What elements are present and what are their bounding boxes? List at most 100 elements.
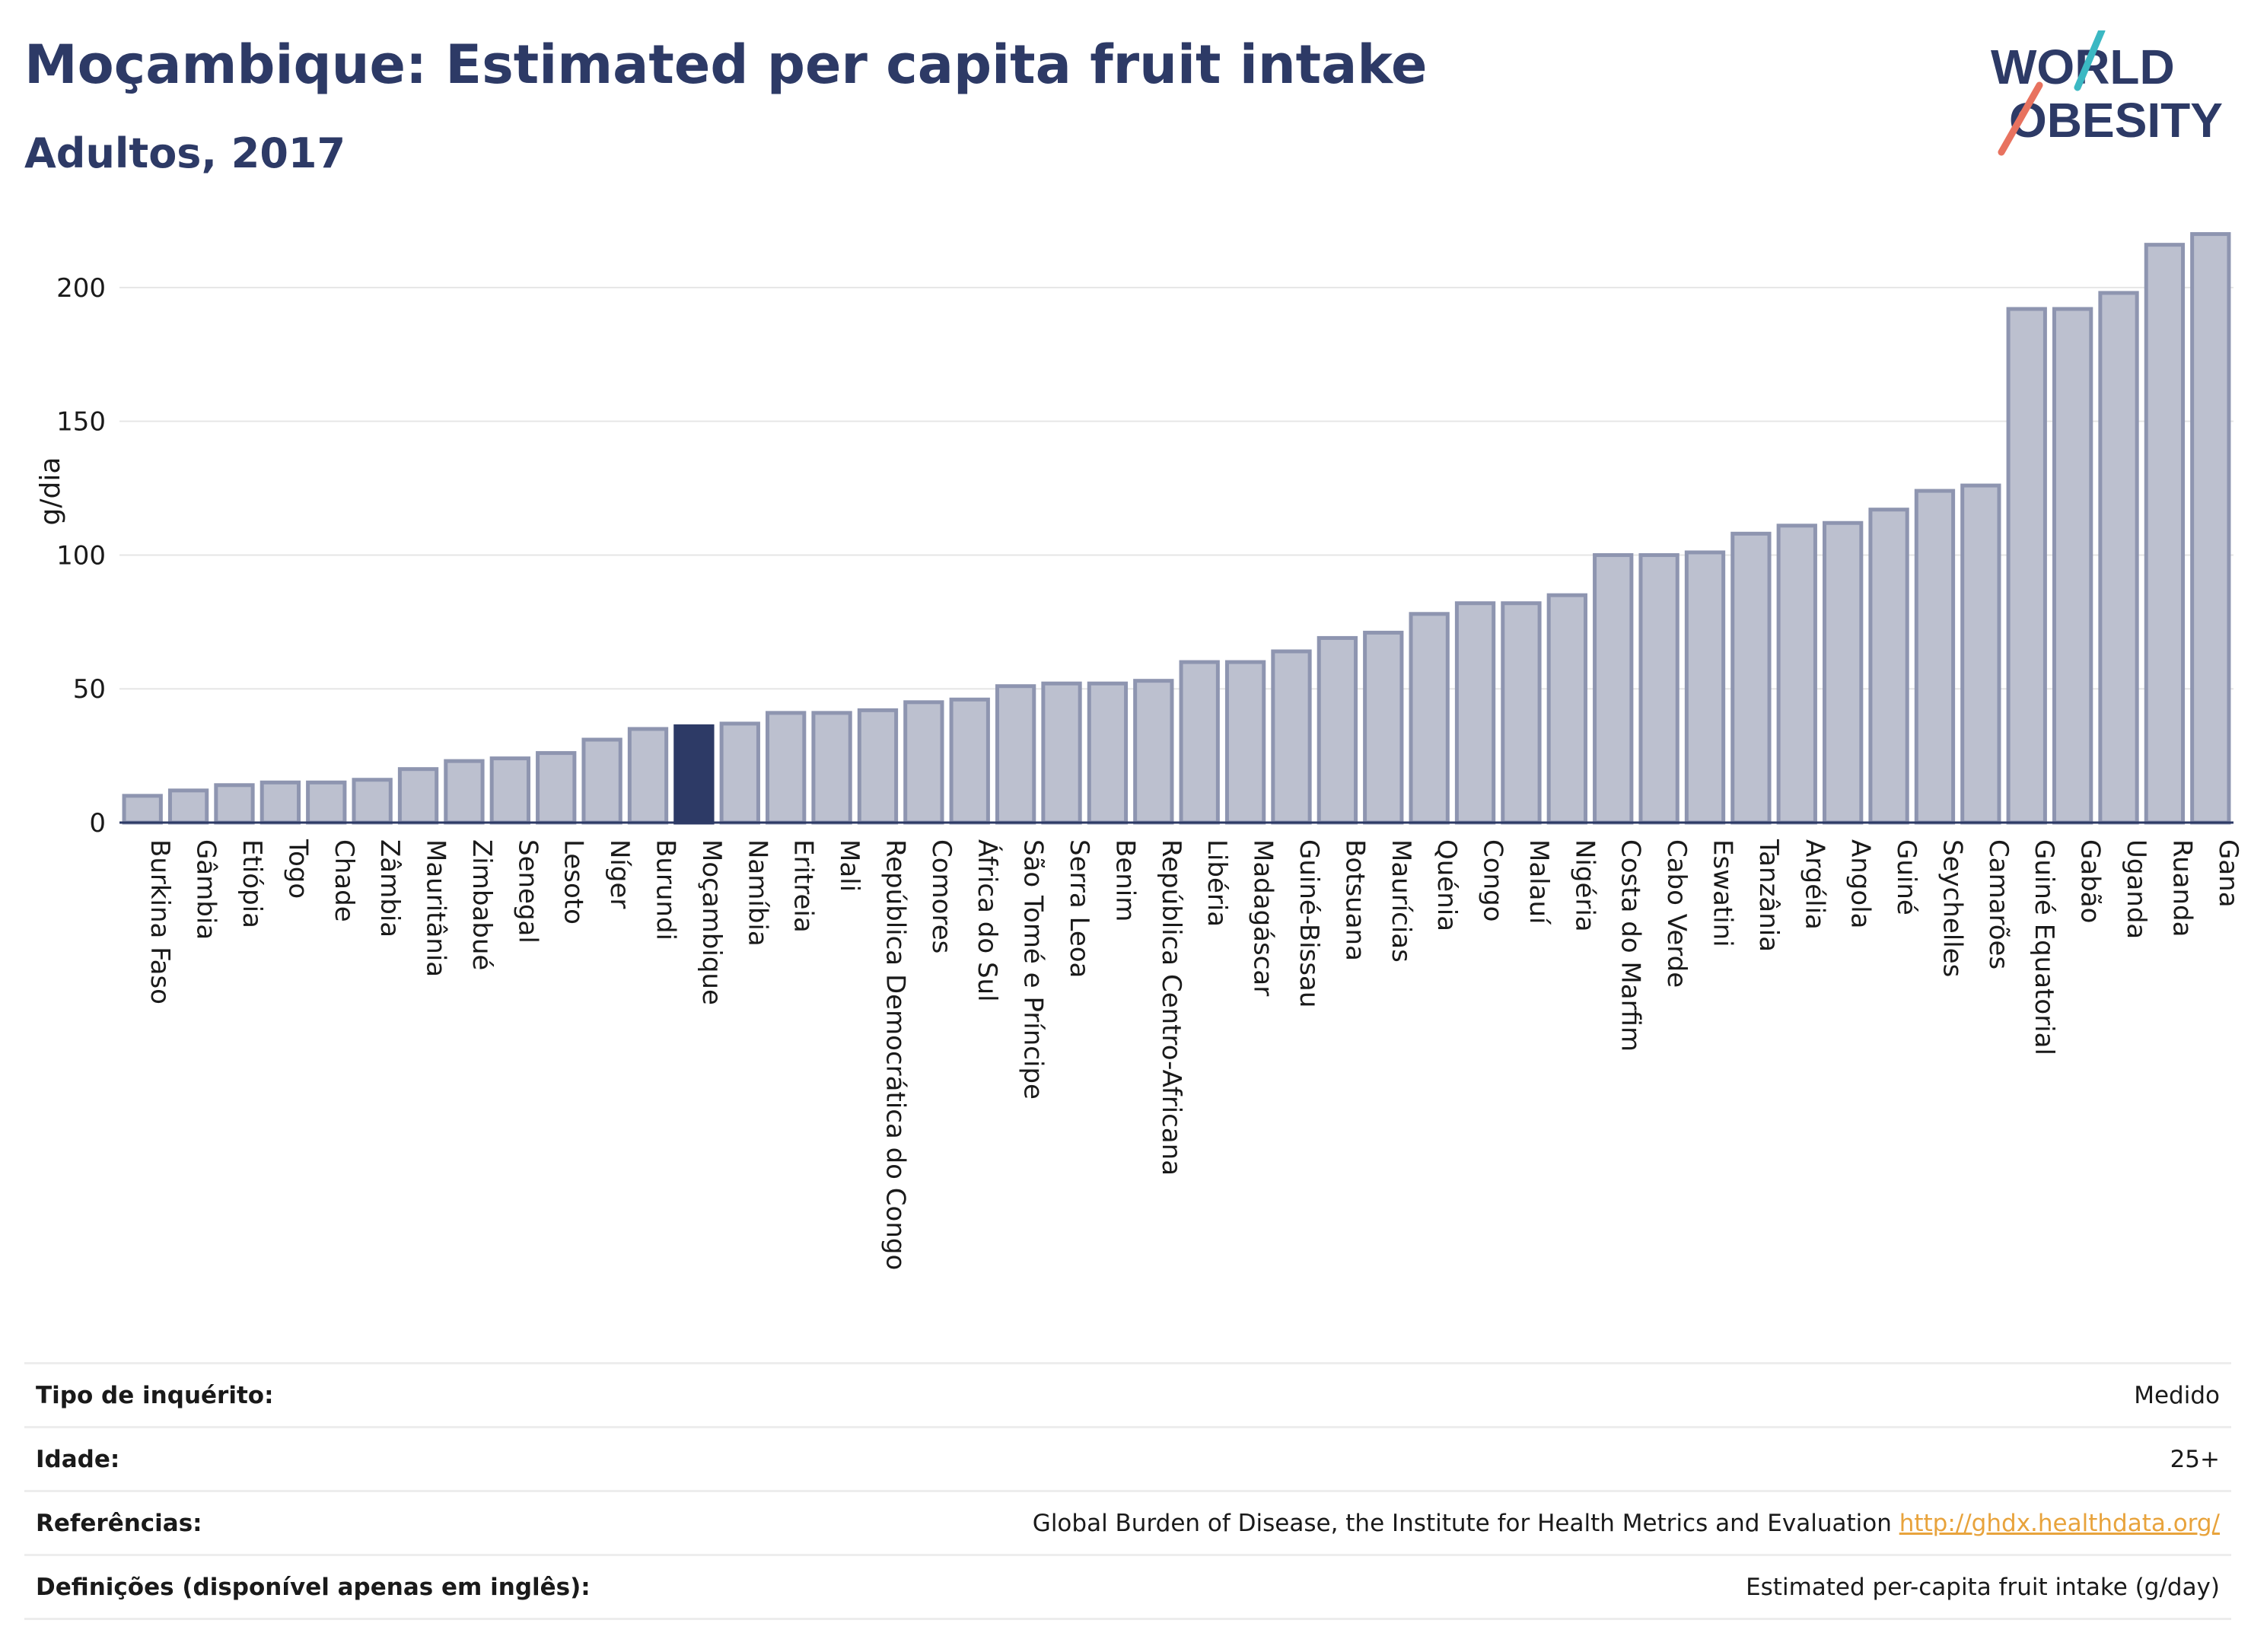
bar-comores[interactable]	[903, 700, 944, 825]
y-tick-label: 100	[56, 540, 106, 571]
x-tick-label: Gana	[2213, 839, 2243, 908]
bar-guin-equatorial[interactable]	[2006, 307, 2047, 825]
x-tick-label: Quénia	[1431, 839, 1462, 931]
bar-maur-cias[interactable]	[1363, 630, 1404, 825]
x-axis-labels: Burkina Faso Gâmbia Etiópia Togo Chade Zâmbia…	[145, 839, 2243, 1270]
x-tick-label: Costa do Marfim	[1616, 839, 1646, 1052]
y-tick-label: 200	[56, 273, 106, 304]
bar-arg-lia[interactable]	[1776, 524, 1817, 825]
logo-slash-coral	[1998, 81, 2043, 156]
meta-label: Referências:	[36, 1509, 202, 1537]
x-tick-label: República Democrática do Congo	[880, 839, 910, 1270]
bar-nam-bia[interactable]	[719, 721, 760, 825]
y-tick-label: 0	[89, 808, 106, 839]
x-tick-label: Argélia	[1799, 839, 1829, 930]
bar-tanz-nia[interactable]	[1730, 531, 1772, 825]
logo-slash-teal	[2074, 30, 2106, 91]
x-tick-label: República Centro-Africana	[1156, 839, 1186, 1176]
bar-senegal[interactable]	[489, 756, 530, 825]
x-tick-label: Madagáscar	[1248, 839, 1278, 996]
x-tick-label: Tanzânia	[1753, 839, 1784, 952]
y-tick-label: 150	[56, 407, 106, 438]
bar-guin-[interactable]	[1868, 508, 1909, 825]
x-tick-label: Maurícias	[1386, 839, 1416, 963]
meta-row-age: Idade: 25+	[24, 1426, 2231, 1490]
meta-value-references: Global Burden of Disease, the Institute …	[1033, 1510, 2220, 1537]
x-tick-label: Cabo Verde	[1661, 839, 1692, 988]
bar-angola[interactable]	[1823, 520, 1864, 825]
world-obesity-logo[interactable]: WORLD OBESITY	[1986, 30, 2245, 164]
bar--frica-do-sul[interactable]	[949, 697, 990, 825]
x-tick-label: Senegal	[512, 839, 543, 944]
x-tick-label: Níger	[604, 839, 635, 909]
bar-guin-bissau[interactable]	[1271, 649, 1312, 825]
x-tick-label: Chade	[329, 839, 359, 922]
bar-malau-[interactable]	[1501, 601, 1542, 825]
meta-row-survey-type: Tipo de inquérito: Medido	[24, 1362, 2231, 1426]
x-tick-label: Comores	[926, 839, 957, 953]
x-tick-label: Angola	[1845, 839, 1876, 928]
bar-eswatini[interactable]	[1684, 550, 1726, 825]
bar-costa-do-marfim[interactable]	[1593, 552, 1634, 825]
bar-nig-ria[interactable]	[1546, 593, 1587, 825]
bar-eritreia[interactable]	[766, 711, 807, 825]
bar-seychelles[interactable]	[1914, 489, 1956, 825]
bar-n-ger[interactable]	[581, 737, 622, 825]
bar-rep-blica-democr-tica-do-congo[interactable]	[857, 708, 899, 825]
bar-burundi[interactable]	[627, 727, 669, 825]
x-tick-label: Guiné Equatorial	[2029, 839, 2059, 1055]
bar-madag-scar[interactable]	[1224, 660, 1266, 825]
bar-mo-ambique[interactable]	[673, 724, 715, 825]
bar-lesoto[interactable]	[536, 751, 577, 825]
bar-cabo-verde[interactable]	[1638, 552, 1679, 825]
bar-rep-blica-centro-africana[interactable]	[1133, 679, 1174, 825]
bar-camar-es[interactable]	[1960, 483, 2001, 825]
y-tick-label: 50	[73, 674, 106, 705]
bar-ruanda[interactable]	[2144, 243, 2186, 825]
bar-zimbabu-[interactable]	[444, 759, 485, 825]
bar-qu-nia[interactable]	[1409, 612, 1450, 825]
bar-benim[interactable]	[1087, 681, 1129, 825]
x-tick-label: Benim	[1110, 839, 1140, 921]
reference-link[interactable]: http://ghdx.healthdata.org/	[1899, 1509, 2220, 1537]
meta-label: Idade:	[36, 1445, 120, 1473]
chart-title: Moçambique: Estimated per capita fruit i…	[24, 33, 1428, 96]
bar-g-mbia[interactable]	[167, 788, 209, 825]
x-tick-label: Serra Leoa	[1064, 839, 1094, 978]
x-tick-label: Guiné	[1891, 839, 1921, 915]
x-tick-label: Congo	[1478, 839, 1508, 921]
bar-gana[interactable]	[2190, 232, 2231, 825]
x-tick-label: Burundi	[651, 839, 681, 941]
x-tick-label: Mali	[834, 839, 864, 892]
bar-gab-o[interactable]	[2052, 307, 2093, 825]
x-tick-label: Eritreia	[788, 839, 819, 933]
bar-mali[interactable]	[811, 711, 852, 825]
bar-eti-pia[interactable]	[214, 783, 255, 825]
x-tick-label: Botsuana	[1339, 839, 1370, 961]
y-axis-label: g/dia	[35, 457, 66, 526]
bar-maurit-nia[interactable]	[397, 767, 439, 825]
chart-subtitle: Adultos, 2017	[24, 129, 346, 177]
bar-lib-ria[interactable]	[1179, 660, 1220, 825]
bar-burkina-faso[interactable]	[122, 794, 163, 825]
x-tick-label: Mauritânia	[421, 839, 451, 977]
meta-label: Tipo de inquérito:	[36, 1381, 274, 1409]
bar-s-o-tom-e-pr-ncipe[interactable]	[995, 684, 1036, 825]
meta-value: Estimated per-capita fruit intake (g/day…	[1746, 1573, 2220, 1601]
bar-congo[interactable]	[1454, 601, 1496, 825]
bar-z-mbia[interactable]	[352, 778, 393, 825]
logo-line-2: OBESITY	[2009, 93, 2223, 148]
meta-label: Definições (disponível apenas em inglês)…	[36, 1573, 591, 1601]
bar-togo[interactable]	[259, 780, 301, 825]
x-tick-label: Moçambique	[696, 839, 727, 1005]
bars	[122, 232, 2231, 825]
bar-serra-leoa[interactable]	[1041, 681, 1082, 825]
bar-uganda[interactable]	[2098, 291, 2139, 825]
bar-chade[interactable]	[306, 780, 347, 825]
x-tick-label: Zimbabué	[466, 839, 497, 970]
x-tick-label: Gâmbia	[191, 839, 221, 940]
x-tick-label: Camarões	[1983, 839, 2014, 969]
x-tick-label: Burkina Faso	[145, 839, 175, 1004]
bar-botsuana[interactable]	[1317, 635, 1358, 825]
x-tick-label: Guiné-Bissau	[1294, 839, 1324, 1007]
